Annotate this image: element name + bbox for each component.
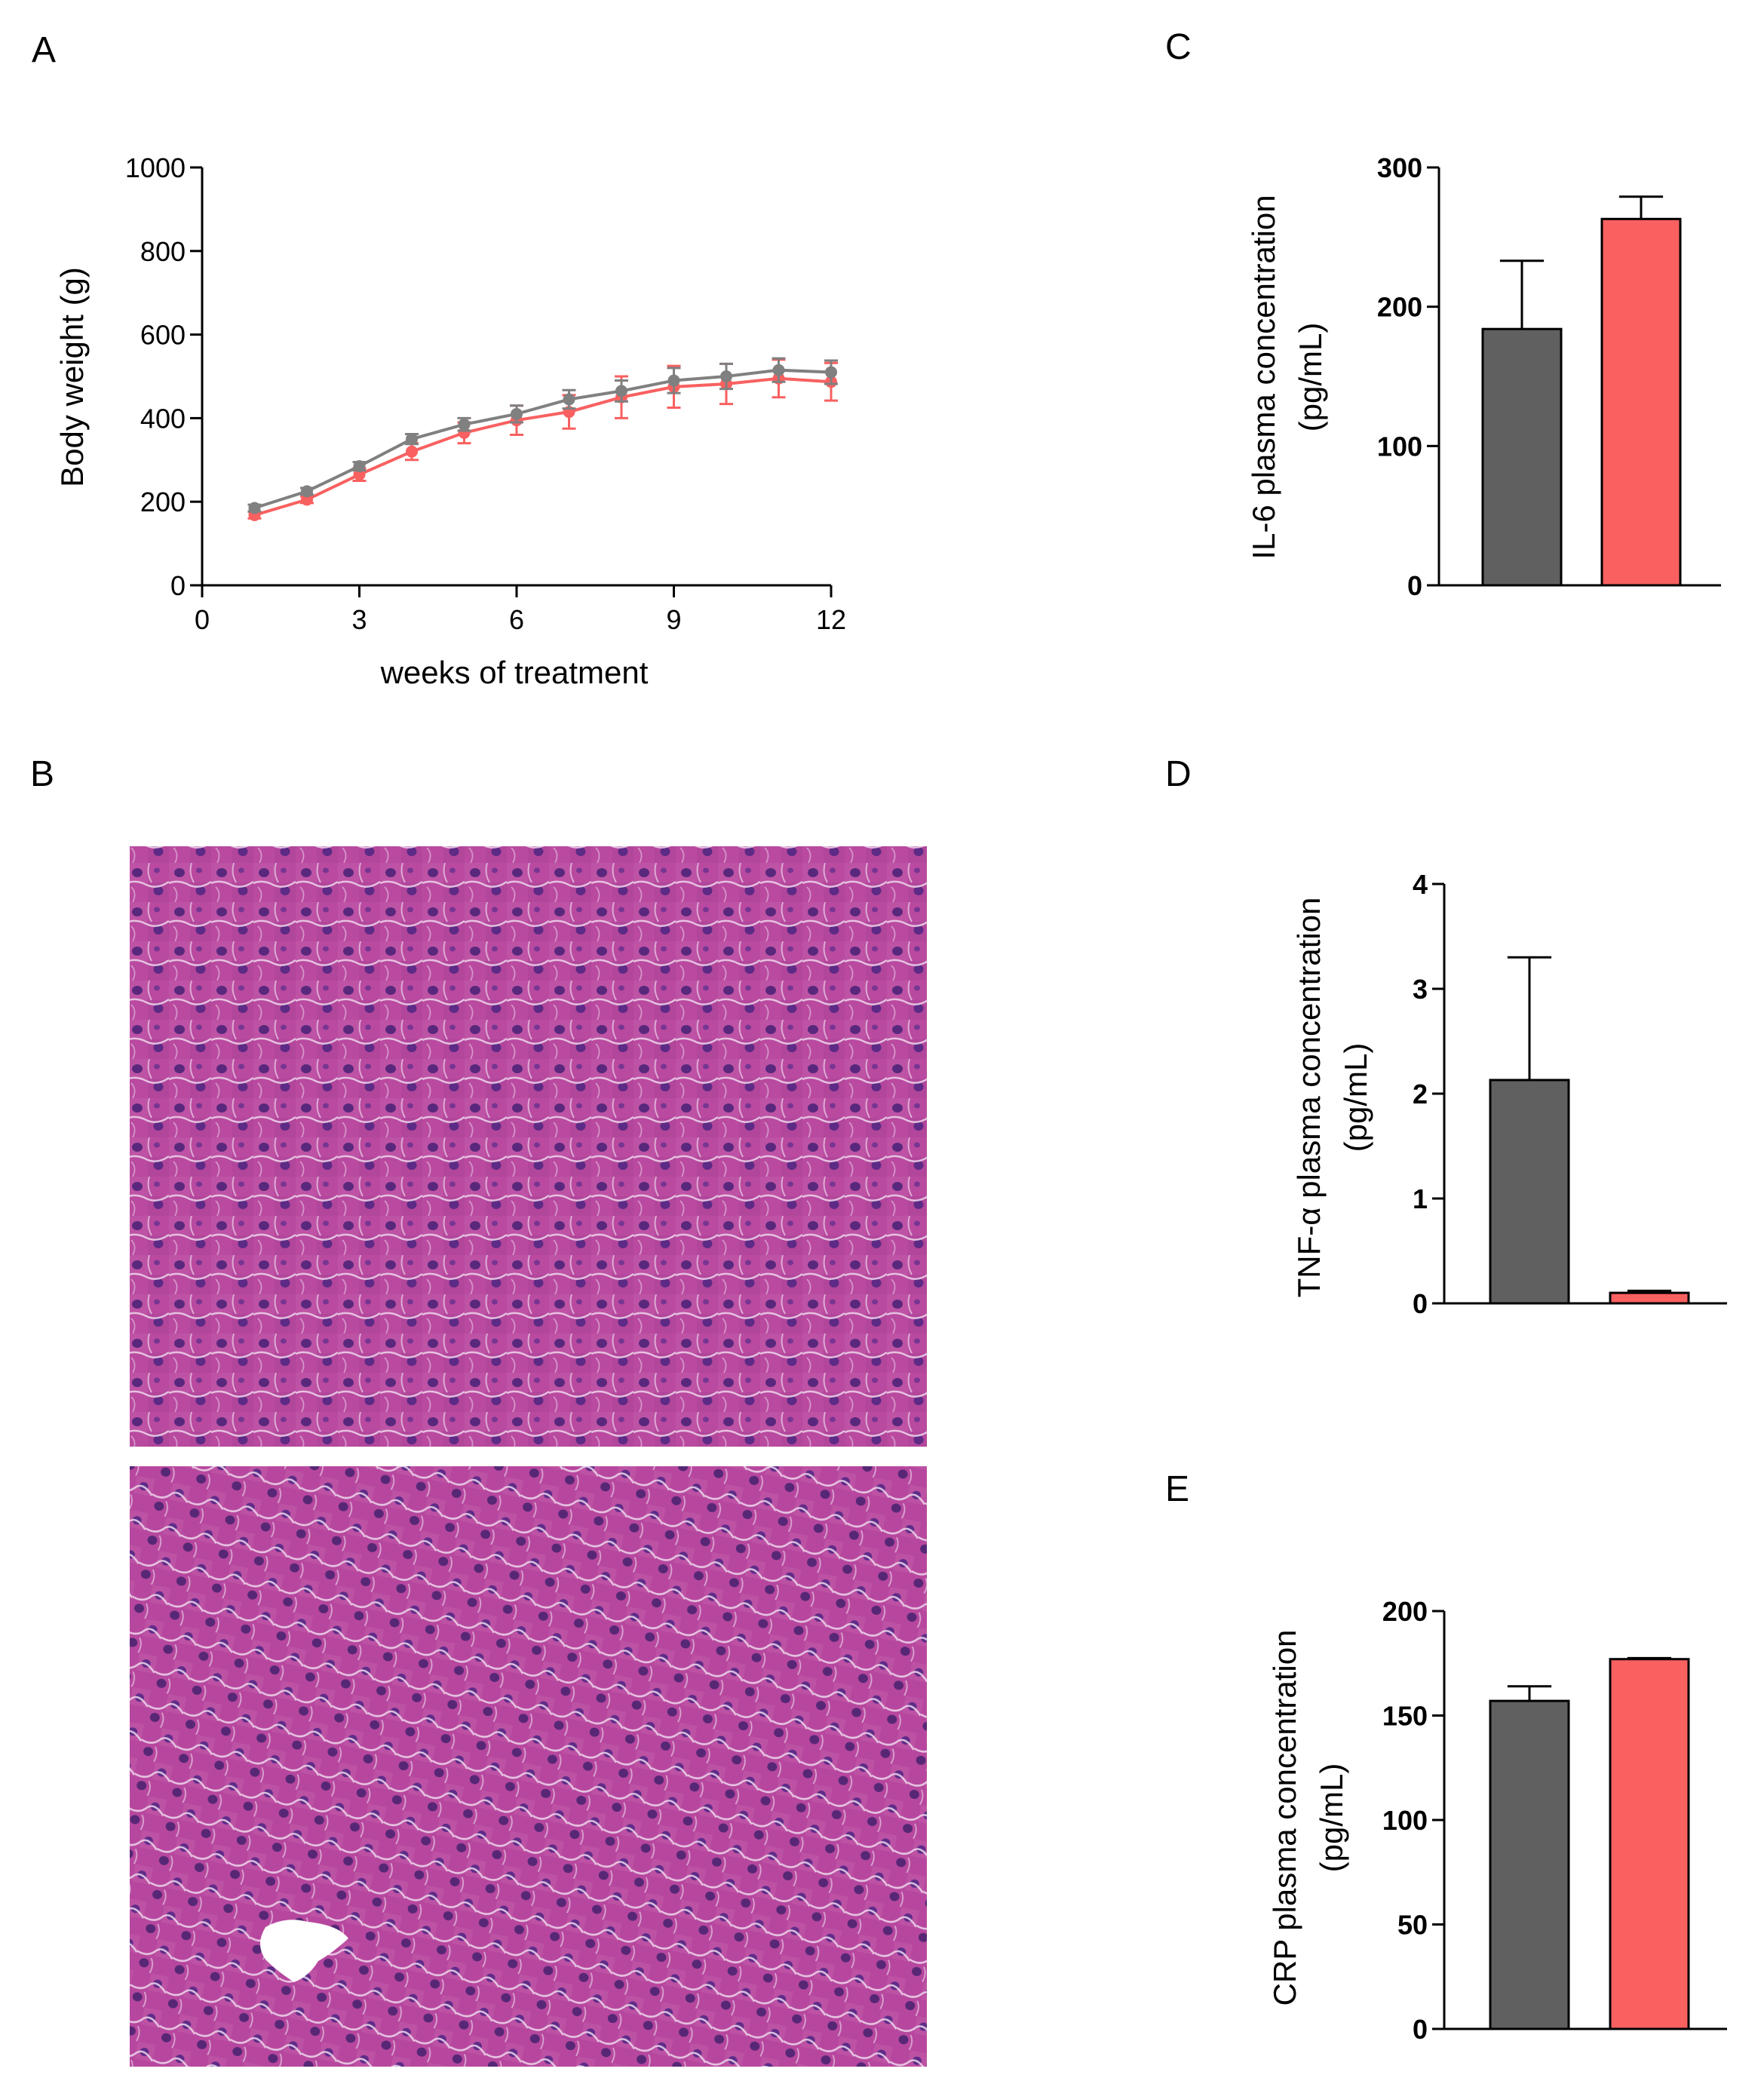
chart-a-series-treated <box>247 358 838 521</box>
chart-a-y-tick-label: 400 <box>140 403 186 434</box>
chart-d-bars <box>1489 956 1690 1305</box>
chart-a-series-control <box>247 357 838 514</box>
chart-a-point-treated <box>406 445 418 458</box>
chart-c-y-tick-label: 0 <box>1407 570 1422 601</box>
chart-d-y-tick-label: 3 <box>1413 974 1428 1005</box>
chart-e-bar-treated <box>1609 1658 1690 2030</box>
chart-d-bar-control <box>1489 1079 1570 1305</box>
chart-a-y-tick-label: 0 <box>170 570 186 601</box>
chart-e-y-tick-label: 0 <box>1413 2014 1428 2045</box>
chart-a-line-treated <box>253 376 832 517</box>
chart-d-y-axis-title-line1: TNF-α plasma concentration <box>1291 898 1327 1298</box>
chart-d-y-tick-label: 1 <box>1413 1183 1428 1214</box>
chart-e-y-tick-label: 200 <box>1382 1596 1428 1627</box>
chart-c-y-axis-title-line1: IL-6 plasma concentration <box>1246 195 1281 559</box>
chart-a-y-tick-label: 200 <box>140 486 186 517</box>
chart-a-point-control <box>667 374 680 387</box>
chart-a-point-control <box>772 364 785 376</box>
chart-d-bar-treated <box>1609 1291 1690 1305</box>
chart-a-point-control <box>353 460 366 473</box>
chart-a-x-axis-title: weeks of treatment <box>380 655 649 690</box>
histology-image-bottom <box>130 1466 927 2067</box>
panel-label-e: E <box>1165 1469 1189 1509</box>
chart-c-bars <box>1481 195 1682 587</box>
vessel-lumen <box>260 1920 348 1982</box>
chart-a-y-axis-title: Body weight (g) <box>54 267 90 487</box>
chart-c-bar-treated <box>1600 217 1682 587</box>
chart-e-y-tick-label: 100 <box>1382 1805 1428 1836</box>
chart-a-point-control <box>720 370 732 382</box>
chart-e-y-axis-title-line1: CRP plasma concentration <box>1267 1630 1302 2006</box>
body-weight-line-chart: 0 200 400 600 800 1000 0 3 6 9 12 weeks of treatme… <box>54 152 846 690</box>
chart-c-axes: 0 100 200 300 <box>1377 152 1721 601</box>
tnf-alpha-bar-chart: 0 1 2 3 4 TNF-α plasma concentration (pg/mL) <box>1291 869 1727 1319</box>
chart-a-point-treated <box>353 468 366 481</box>
chart-a-line-control <box>253 368 832 510</box>
chart-e-axes: 0 50 100 150 200 <box>1382 1596 1727 2045</box>
chart-a-x-tick-label: 12 <box>816 604 846 635</box>
chart-c-bar-control <box>1481 327 1563 587</box>
histology-images <box>130 846 927 2067</box>
chart-c-y-axis-title-line2: (pg/mL) <box>1293 323 1328 432</box>
panel-label-b: B <box>30 754 54 794</box>
chart-a-x-tick-label: 0 <box>195 604 210 635</box>
chart-a-point-control <box>563 393 575 406</box>
crp-bar-chart: 0 50 100 150 200 CRP plasma concentration (p… <box>1267 1596 1727 2045</box>
chart-a-series <box>247 357 838 521</box>
chart-a-point-control <box>458 418 471 431</box>
chart-d-y-tick-label: 0 <box>1413 1288 1428 1319</box>
chart-e-y-tick-label: 50 <box>1397 1910 1428 1941</box>
chart-a-point-treated <box>301 493 313 506</box>
chart-e-y-axis-title-line2: (pg/mL) <box>1314 1763 1349 1873</box>
chart-d-y-tick-label: 2 <box>1413 1079 1428 1109</box>
chart-a-point-control <box>615 385 627 397</box>
chart-a-y-tick-label: 800 <box>140 236 186 267</box>
chart-e-bar-control <box>1489 1699 1570 2030</box>
chart-c-y-tick-label: 300 <box>1377 152 1422 183</box>
chart-c-y-tick-label: 100 <box>1377 431 1422 462</box>
chart-a-x-tick-label: 9 <box>666 604 681 635</box>
chart-a-x-tick-label: 6 <box>509 604 524 635</box>
chart-e-bars <box>1489 1656 1690 2030</box>
chart-a-point-control <box>406 433 418 446</box>
il6-bar-chart: 0 100 200 300 IL-6 plasma concentration (pg… <box>1246 152 1721 601</box>
chart-a-x-tick-label: 3 <box>351 604 367 635</box>
chart-d-y-axis-title-line2: (pg/mL) <box>1338 1043 1373 1152</box>
chart-a-point-control <box>511 407 523 420</box>
chart-a-point-control <box>825 366 837 379</box>
chart-a-axes: 0 200 400 600 800 1000 0 3 6 9 12 <box>125 152 846 635</box>
panel-label-a: A <box>32 30 56 70</box>
histology-image-top <box>130 846 927 1447</box>
chart-c-y-tick-label: 200 <box>1377 292 1422 323</box>
chart-a-point-control <box>248 502 261 514</box>
chart-e-y-tick-label: 150 <box>1382 1701 1428 1732</box>
chart-d-y-tick-label: 4 <box>1413 869 1428 900</box>
panel-label-d: D <box>1165 754 1192 794</box>
chart-a-point-control <box>301 485 313 498</box>
panel-label-c: C <box>1165 27 1192 67</box>
chart-a-y-tick-label: 1000 <box>125 152 186 183</box>
chart-a-y-tick-label: 600 <box>140 320 186 351</box>
